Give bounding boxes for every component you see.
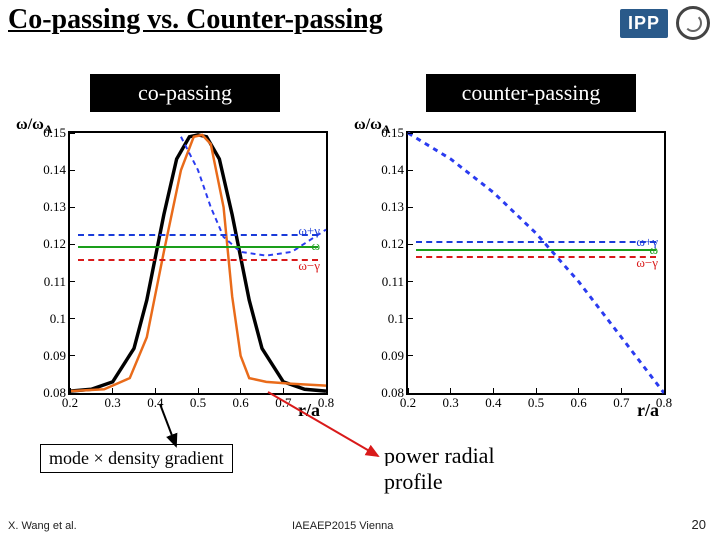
chart-counter-passing: 0.080.090.10.110.120.130.140.150.20.30.4… [406, 131, 666, 395]
xtick-label: 0.6 [571, 393, 587, 411]
chart-co-passing: 0.080.090.10.110.120.130.140.150.20.30.4… [68, 131, 328, 395]
ytick-label: 0.1 [50, 311, 70, 327]
plot-left [70, 133, 326, 393]
ipp-logo: IPP [620, 9, 668, 38]
xtick-label: 0.4 [147, 393, 163, 411]
ytick-label: 0.15 [381, 125, 408, 141]
freq-line-green [416, 249, 657, 251]
ytick-label: 0.14 [43, 162, 70, 178]
footer-citation: X. Wang et al. [8, 520, 77, 532]
xtick-label: 0.5 [190, 393, 206, 411]
xtick-label: 0.8 [318, 393, 334, 411]
annotation-mode-density: mode × density gradient [40, 444, 233, 473]
ytick-label: 0.11 [44, 274, 70, 290]
ytick-label: 0.15 [43, 125, 70, 141]
slide: { "title": "Co-passing vs. Counter-passi… [0, 0, 720, 540]
slide-title: Co-passing vs. Counter-passing [8, 4, 383, 36]
legend-omega-minus-gamma-right: ω−γ [636, 255, 658, 271]
xtick-label: 0.3 [443, 393, 459, 411]
footer-page-num: 20 [692, 517, 706, 532]
plot-right [408, 133, 664, 393]
ytick-label: 0.09 [43, 348, 70, 364]
xtick-label: 0.3 [105, 393, 121, 411]
xtick-label: 0.7 [275, 393, 291, 411]
ytick-label: 0.1 [388, 311, 408, 327]
legend-omega-minus-gamma-left: ω−γ [298, 258, 320, 274]
ytick-label: 0.13 [43, 199, 70, 215]
xlabel-left: r/a [298, 400, 320, 421]
xtick-label: 0.7 [613, 393, 629, 411]
swirl-icon [676, 6, 710, 40]
xtick-label: 0.6 [233, 393, 249, 411]
annotation-power-2: profile [376, 466, 451, 498]
freq-line-red [78, 259, 319, 261]
xtick-label: 0.5 [528, 393, 544, 411]
label-co-passing: co-passing [90, 74, 280, 112]
freq-line-red [416, 256, 657, 258]
label-counter-passing: counter-passing [426, 74, 636, 112]
freq-line-blue [416, 241, 657, 243]
ytick-label: 0.09 [381, 348, 408, 364]
xtick-label: 0.8 [656, 393, 672, 411]
legend-omega-plus-gamma-left: ω+γ [298, 223, 320, 239]
ytick-label: 0.14 [381, 162, 408, 178]
ytick-label: 0.13 [381, 199, 408, 215]
ytick-label: 0.11 [382, 274, 408, 290]
legend-omega-left: ω [311, 238, 320, 254]
ytick-label: 0.12 [381, 236, 408, 252]
ytick-label: 0.12 [43, 236, 70, 252]
freq-line-green [78, 246, 319, 248]
freq-line-blue [78, 234, 319, 236]
xtick-label: 0.2 [62, 393, 78, 411]
xtick-label: 0.4 [485, 393, 501, 411]
footer-venue: IAEAEP2015 Vienna [292, 520, 393, 532]
logo-group: IPP [620, 6, 710, 40]
xtick-label: 0.2 [400, 393, 416, 411]
